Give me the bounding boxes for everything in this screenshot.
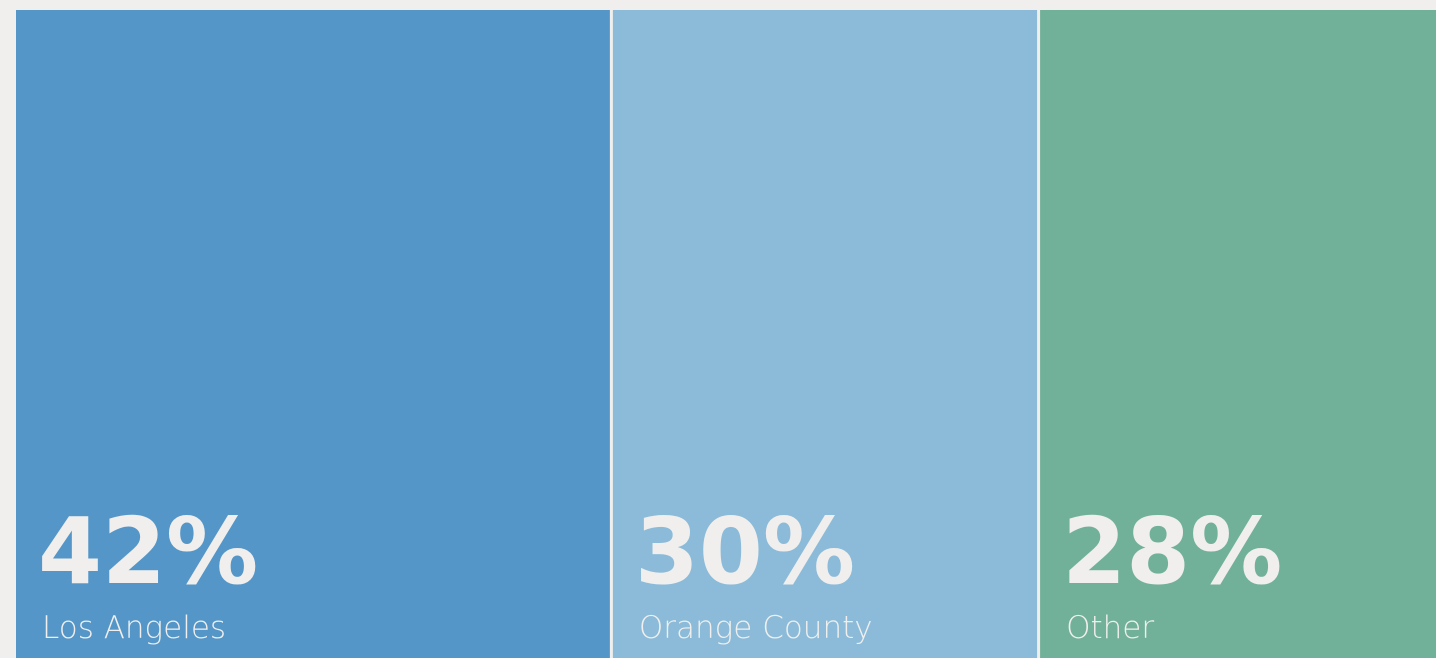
category-label: Los Angeles [42,610,226,646]
value-label: 28% [1062,498,1282,605]
segment [612,10,1038,658]
category-label: Orange County [639,610,873,646]
value-label: 30% [635,498,855,605]
segment [16,10,610,658]
segment [1040,10,1436,658]
category-label: Other [1066,610,1154,646]
value-label: 42% [38,498,258,605]
